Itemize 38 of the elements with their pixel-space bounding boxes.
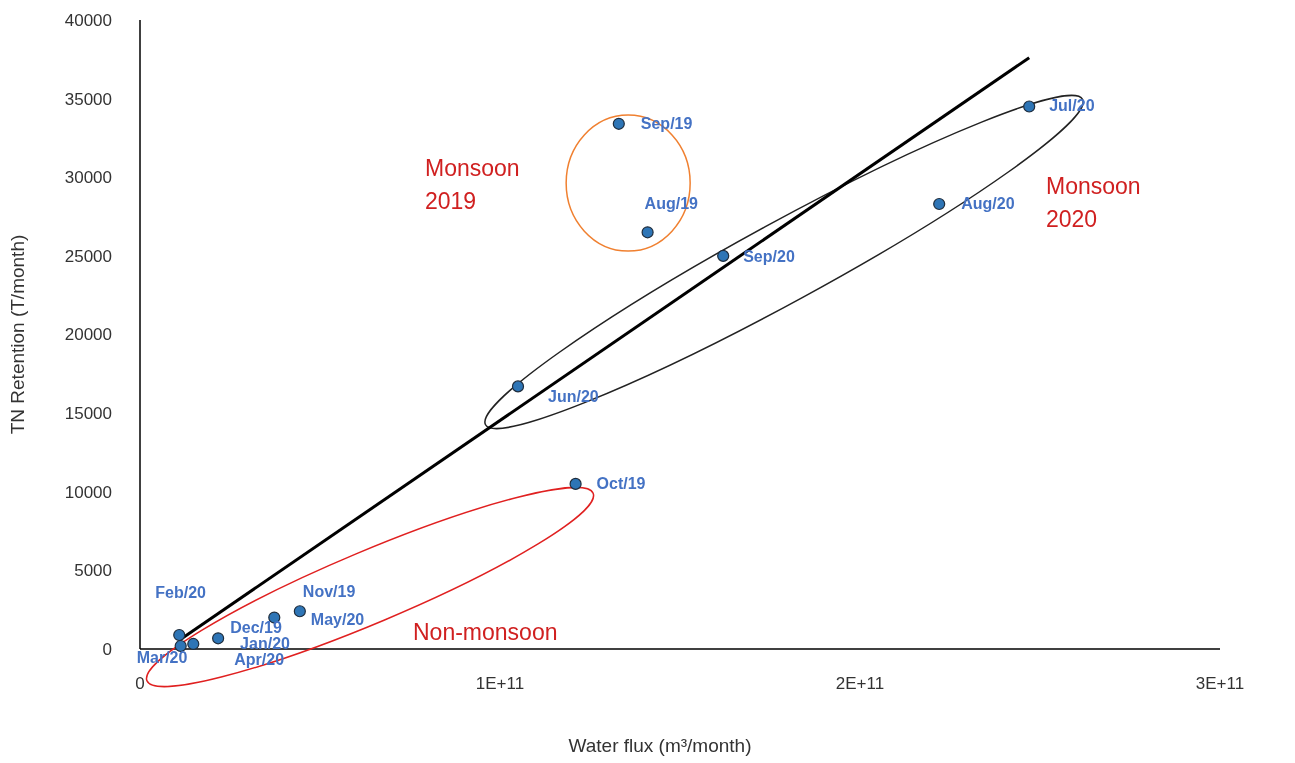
point [293,605,306,618]
point [933,197,946,211]
annotation: Nov/19 [302,583,356,601]
x-tick-label: 1E+11 [475,674,525,693]
y-tick-label: 40000 [64,10,112,30]
annotation: Dec/19 [230,618,282,636]
annotation: Non-monsoon [413,619,558,646]
point [1023,100,1036,113]
annotation: Oct/19 [596,474,646,492]
point [641,226,654,239]
point [717,249,730,262]
point [612,117,625,130]
annotation: Jun/20 [548,388,599,406]
point [187,637,200,651]
y-tick-label: 5000 [74,561,112,581]
y-tick-label: 0 [102,639,112,659]
annotation: May/20 [310,611,365,629]
point [173,628,186,642]
y-tick-label: 15000 [64,404,112,424]
y-tick-label: 25000 [64,246,112,266]
x-tick-label: 3E+11 [1195,674,1245,693]
y-tick-label: 30000 [64,168,112,188]
y-tick-label: 10000 [64,482,112,502]
annotation: Monsoon 2020 [1046,173,1141,233]
x-tick-label: 2E+11 [835,674,885,693]
point [511,380,525,393]
annotation: Apr/20 [234,650,285,668]
y-tick-label: 35000 [64,89,112,109]
x-axis-title: Water flux (m³/month) [568,735,752,756]
annotation: Monsoon 2019 [425,155,520,215]
annotation: Sep/20 [743,247,795,265]
y-tick-label: 20000 [64,325,112,345]
point [212,632,225,645]
annotation: Aug/20 [961,194,1015,212]
annotation: Feb/20 [155,584,207,601]
y-axis-title: TN Retention (T/month) [7,234,28,435]
point [569,477,582,490]
x-tick-label: 0 [135,674,145,693]
